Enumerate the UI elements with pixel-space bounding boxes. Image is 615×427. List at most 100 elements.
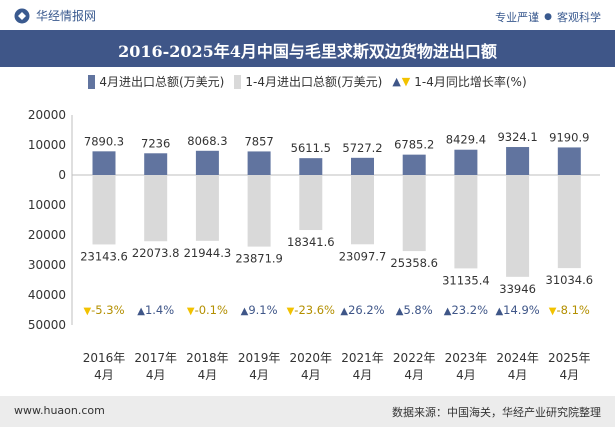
triangle-up-icon: ▲ <box>495 306 503 317</box>
x-tick-label-year: 2016年 <box>83 351 126 365</box>
footer-site[interactable]: www.huaon.com <box>14 404 105 417</box>
bar-ytd <box>454 175 478 269</box>
data-label-month: 5727.2 <box>342 141 382 155</box>
triangle-up-icon: ▲ <box>396 306 404 317</box>
data-label-growth: ▼-23.6% <box>287 303 335 317</box>
header-tags: 专业严谨 ● 客观科学 <box>495 9 601 25</box>
bar-ytd <box>402 175 426 252</box>
x-tick-label-month: 4月 <box>301 368 321 382</box>
growth-value: 9.1% <box>248 303 277 317</box>
data-label-month: 9190.9 <box>549 130 589 144</box>
data-label-ytd: 21944.3 <box>184 246 232 260</box>
x-tick-label-year: 2025年 <box>548 351 591 365</box>
top-bar: 华经情报网 专业严谨 ● 客观科学 <box>0 0 615 30</box>
triangle-down-icon: ▼ <box>187 306 195 317</box>
bar-ytd <box>195 175 219 241</box>
bar-month <box>454 149 478 175</box>
x-tick-label-year: 2023年 <box>445 351 488 365</box>
bar-ytd <box>506 175 530 277</box>
growth-value: -23.6% <box>294 303 335 317</box>
bar-ytd <box>299 175 323 231</box>
x-tick-label-year: 2018年 <box>186 351 229 365</box>
footer-source: 数据来源：中国海关，华经产业研究院整理 <box>392 406 601 419</box>
tag-objective: 客观科学 <box>557 11 601 24</box>
data-label-month: 7236 <box>141 136 170 150</box>
triangle-down-icon: ▼ <box>287 306 295 317</box>
x-tick-label-month: 4月 <box>559 368 579 382</box>
growth-value: 26.2% <box>348 303 385 317</box>
data-label-month: 8429.4 <box>446 133 486 147</box>
data-label-month: 6785.2 <box>394 138 434 152</box>
bar-ytd <box>247 175 271 247</box>
x-tick-label-month: 4月 <box>94 368 114 382</box>
data-label-ytd: 31135.4 <box>442 273 490 287</box>
x-tick-label-month: 4月 <box>508 368 528 382</box>
data-label-month: 9324.1 <box>497 130 537 144</box>
x-tick-label-month: 4月 <box>353 368 373 382</box>
data-label-ytd: 23097.7 <box>339 249 387 263</box>
x-tick-label-year: 2021年 <box>341 351 384 365</box>
growth-value: 1.4% <box>145 303 174 317</box>
legend-swatch-ytd <box>234 74 242 89</box>
y-tick-label: 30000 <box>28 258 66 272</box>
data-label-ytd: 31034.6 <box>546 273 594 287</box>
legend-item-ytd: 1-4月进出口总额(万美元) <box>234 73 382 90</box>
x-tick-label-year: 2017年 <box>134 351 177 365</box>
x-tick-label-month: 4月 <box>146 368 166 382</box>
y-tick-label: 10000 <box>28 198 66 212</box>
x-tick-label-month: 4月 <box>456 368 476 382</box>
x-tick-label-year: 2022年 <box>393 351 436 365</box>
brand-name: 华经情报网 <box>36 9 97 23</box>
bar-month <box>92 151 116 175</box>
growth-value: 23.2% <box>451 303 488 317</box>
data-label-growth: ▲23.2% <box>444 303 488 317</box>
data-label-growth: ▲5.8% <box>396 303 433 317</box>
x-tick-label-month: 4月 <box>198 368 218 382</box>
footer: www.huaon.com 数据来源：中国海关，华经产业研究院整理 <box>0 396 615 427</box>
x-tick-label-year: 2020年 <box>290 351 333 365</box>
bar-month <box>402 154 426 175</box>
bar-month <box>144 153 168 175</box>
x-tick-label-month: 4月 <box>249 368 269 382</box>
x-tick-label-month: 4月 <box>404 368 424 382</box>
triangle-up-icon: ▲ <box>137 306 145 317</box>
data-label-ytd: 18341.6 <box>287 235 335 249</box>
triangle-down-icon: ▼ <box>401 75 411 88</box>
data-label-ytd: 22073.8 <box>132 246 180 260</box>
data-label-month: 5611.5 <box>291 141 331 155</box>
legend-swatch-month <box>88 74 96 89</box>
data-label-growth: ▲26.2% <box>340 303 384 317</box>
data-label-ytd: 23871.9 <box>235 252 283 266</box>
triangle-up-icon: ▲ <box>241 306 249 317</box>
data-label-month: 7857 <box>244 134 273 148</box>
triangle-up-icon: ▲ <box>392 75 401 88</box>
legend-label-month: 4月进出口总额(万美元) <box>99 75 225 89</box>
growth-value: -0.1% <box>195 303 228 317</box>
triangle-down-icon: ▼ <box>549 306 557 317</box>
bar-month <box>351 157 374 175</box>
data-label-month: 7890.3 <box>84 134 124 148</box>
chart-title: 2016-2025年4月中国与毛里求斯双边货物进出口额 <box>118 42 497 61</box>
y-tick-label: 0 <box>58 168 66 182</box>
growth-value: 14.9% <box>503 303 540 317</box>
bar-month <box>195 150 219 175</box>
y-tick-label: 50000 <box>28 318 66 332</box>
bar-month <box>557 147 581 175</box>
tag-professional: 专业严谨 <box>495 11 540 24</box>
growth-value: -8.1% <box>556 303 589 317</box>
x-tick-label-year: 2019年 <box>238 351 281 365</box>
growth-value: -5.3% <box>91 303 124 317</box>
y-tick-label: 40000 <box>28 288 66 302</box>
legend-label-ytd: 1-4月进出口总额(万美元) <box>245 75 383 89</box>
bar-month <box>299 158 323 175</box>
data-label-growth: ▼-5.3% <box>83 303 124 317</box>
title-bar: 2016-2025年4月中国与毛里求斯双边货物进出口额 <box>0 30 615 67</box>
growth-value: 5.8% <box>403 303 432 317</box>
data-label-growth: ▼-8.1% <box>549 303 590 317</box>
bullet-icon: ● <box>544 12 552 22</box>
data-label-growth: ▲9.1% <box>241 303 278 317</box>
data-label-month: 8068.3 <box>187 134 227 148</box>
legend-label-growth: 1-4月同比增长率(%) <box>414 75 527 89</box>
data-label-ytd: 33946 <box>499 282 536 296</box>
brand[interactable]: 华经情报网 <box>14 7 96 24</box>
